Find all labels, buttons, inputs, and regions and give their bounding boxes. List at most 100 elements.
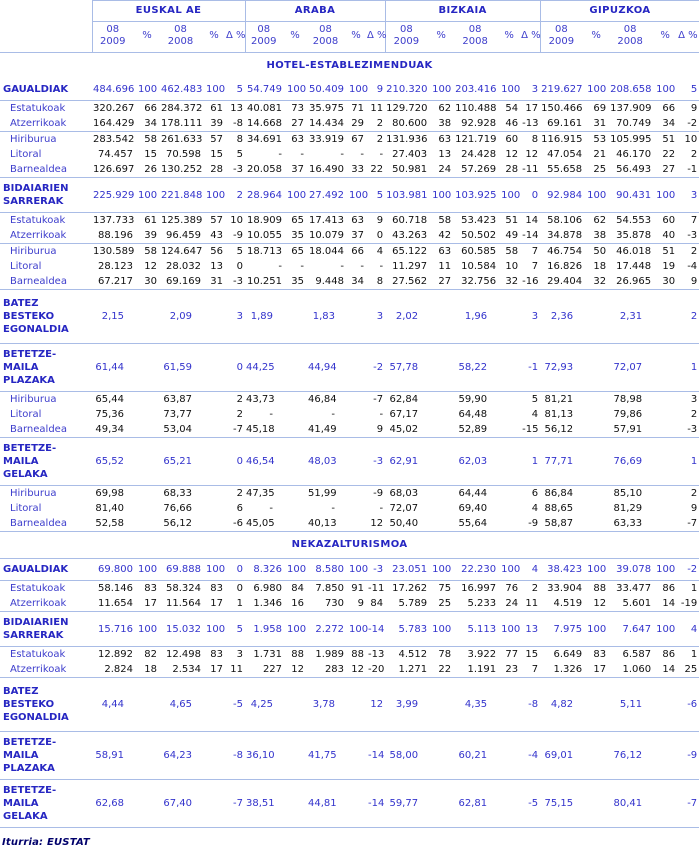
cell: 9 xyxy=(678,274,699,290)
cell: 100 xyxy=(286,79,308,101)
cell: 100 xyxy=(586,79,610,101)
cell: 462.483 xyxy=(160,79,205,101)
cell: 129.720 xyxy=(386,103,428,114)
cell: 25 xyxy=(431,596,455,612)
cell: 86 xyxy=(662,649,676,660)
cell: 27.403 xyxy=(392,149,428,160)
cell: 96.459 xyxy=(160,228,205,244)
cell: -8 xyxy=(226,731,246,780)
cell: - xyxy=(379,503,384,514)
row-label: Estatukoak xyxy=(10,103,66,114)
cell: 100 xyxy=(431,611,455,647)
cell: 73 xyxy=(291,103,305,114)
cell: 14.668 xyxy=(245,116,287,132)
cell: 11 xyxy=(226,662,246,678)
cell: 3.922 xyxy=(467,649,497,660)
cell: 100 xyxy=(205,611,226,647)
cell: 76,69 xyxy=(609,437,656,486)
cell: 33.477 xyxy=(616,583,652,594)
cell xyxy=(500,289,522,344)
cell: 100 xyxy=(586,558,610,581)
cell: -2 xyxy=(678,558,699,581)
cell: 31 xyxy=(205,274,226,290)
cell xyxy=(431,392,454,408)
row-label: Estatukoak xyxy=(10,215,66,226)
cell: 50 xyxy=(593,246,607,257)
column-header: Δ % xyxy=(521,21,541,53)
cell: 3 xyxy=(521,289,541,344)
row-label: Estatukoak xyxy=(10,583,66,594)
cell: 2.272 xyxy=(307,611,349,647)
cell: 15.032 xyxy=(160,611,205,647)
cell: - xyxy=(278,149,283,160)
cell: 46.170 xyxy=(616,149,652,160)
cell: 92.928 xyxy=(454,116,501,132)
cell: 40,13 xyxy=(307,516,349,532)
cell: 34 xyxy=(348,274,368,290)
cell xyxy=(500,731,522,780)
group-header-row: EUSKAL AE ARABA BIZKAIA GIPUZKOA xyxy=(0,0,699,22)
cell: 15 xyxy=(144,149,157,160)
cell: 8.580 xyxy=(307,558,349,581)
row-label: Hiriburua xyxy=(10,246,57,257)
cell: 4 xyxy=(678,611,699,647)
cell: -6 xyxy=(678,677,699,732)
cell: 5.783 xyxy=(385,611,432,647)
cell: 283 xyxy=(307,662,349,678)
cell xyxy=(348,289,368,344)
cell xyxy=(431,422,455,438)
cell: 56,12 xyxy=(540,422,587,438)
cell: 1.271 xyxy=(385,662,432,678)
cell: 4,82 xyxy=(540,677,587,732)
cell: 45,05 xyxy=(245,516,287,532)
cell: 13 xyxy=(521,611,541,647)
cell: 56,12 xyxy=(160,516,205,532)
cell xyxy=(137,407,160,422)
cell: 12 xyxy=(144,261,157,272)
table-row: BETETZE-MAILA GELAKA 65,52 65,21 0 46,54 48,0… xyxy=(0,437,699,486)
cell: 68,33 xyxy=(163,488,192,499)
cell: 6 xyxy=(236,503,244,514)
cell: 5.789 xyxy=(385,596,432,612)
cell: 60 xyxy=(505,134,519,145)
cell: 10.079 xyxy=(307,228,349,244)
cell xyxy=(500,437,522,486)
cell: 0 xyxy=(236,583,244,594)
cell xyxy=(286,289,308,344)
cell: -13 xyxy=(368,649,385,660)
cell: 58.324 xyxy=(166,583,201,594)
cell: - xyxy=(300,261,305,272)
cell: 47.054 xyxy=(547,149,583,160)
cell: 33 xyxy=(348,162,368,178)
cell: 75,36 xyxy=(95,409,124,420)
cell: 2 xyxy=(236,488,244,499)
cell xyxy=(137,289,160,344)
cell: 2 xyxy=(690,246,698,257)
cell: 28.032 xyxy=(166,261,201,272)
cell: 63 xyxy=(438,134,452,145)
cell: 17 xyxy=(205,596,226,612)
cell: 35.878 xyxy=(609,228,656,244)
cell: 203.416 xyxy=(454,79,501,101)
cell: 22 xyxy=(367,162,386,178)
cell: 35.975 xyxy=(309,103,345,114)
table-row: Atzerrikoak 88.196 39 96.459 43 -9 10.055 35 10.… xyxy=(0,228,699,244)
cell: 26.965 xyxy=(609,274,656,290)
table-row: Hiriburua 283.542 58 261.633 57 8 34.691 63 33.9… xyxy=(0,132,699,148)
cell: -7 xyxy=(373,394,384,405)
cell: 72,93 xyxy=(540,343,587,392)
cell: 5,11 xyxy=(609,677,656,732)
cell: 58,91 xyxy=(92,731,137,780)
cell: - xyxy=(360,149,365,160)
cell xyxy=(655,343,679,392)
cell: 63,33 xyxy=(609,516,656,532)
cell: 2 xyxy=(690,488,698,499)
cell xyxy=(586,289,610,344)
cell: 3,99 xyxy=(385,677,432,732)
row-label: Hiriburua xyxy=(10,488,57,499)
cell: 27 xyxy=(431,274,455,290)
cell: 24 xyxy=(431,162,455,178)
cell: 13 xyxy=(438,149,452,160)
cell xyxy=(655,407,678,422)
cell: 14 xyxy=(655,596,679,612)
